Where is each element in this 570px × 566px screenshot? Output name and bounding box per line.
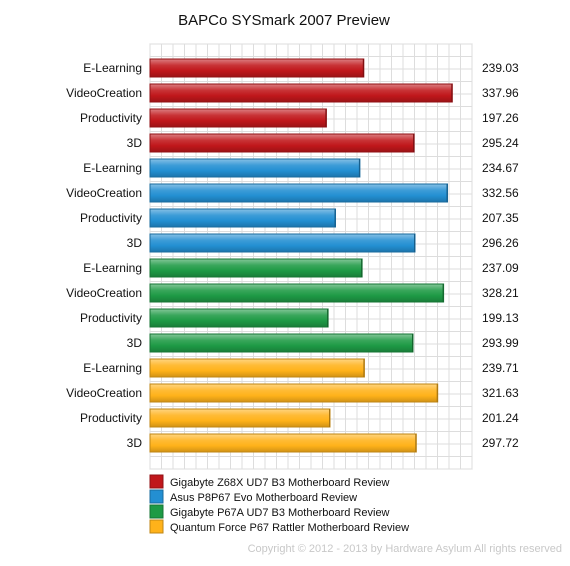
bar (149, 133, 415, 153)
bar-end-cap (413, 134, 415, 152)
value-label: 197.26 (482, 111, 519, 125)
category-label: E-Learning (83, 361, 142, 375)
category-label: Productivity (80, 111, 142, 125)
plot-area: E-Learning 239.03 VideoCreation 337.96 Produ… (66, 43, 519, 470)
bar-end-cap (436, 384, 438, 402)
chart-title: BAPCo SYSmark 2007 Preview (178, 12, 390, 29)
bar (149, 83, 453, 103)
category-label: E-Learning (83, 61, 142, 75)
bar-end-cap (325, 109, 327, 127)
legend-label: Asus P8P67 Evo Motherboard Review (170, 492, 357, 504)
category-label: 3D (127, 436, 143, 450)
value-label: 201.24 (482, 411, 519, 425)
bar-row: 3D 296.26 (127, 233, 519, 253)
bar-row: E-Learning 234.67 (83, 158, 519, 178)
value-label: 237.09 (482, 261, 519, 275)
bar (149, 58, 365, 78)
category-label: VideoCreation (66, 86, 142, 100)
bar-end-cap (442, 284, 444, 302)
bar-end-cap (327, 309, 329, 327)
value-label: 328.21 (482, 286, 519, 300)
legend-swatch (149, 504, 164, 519)
bar (149, 358, 365, 378)
legend-label: Gigabyte Z68X UD7 B3 Motherboard Review (170, 477, 390, 489)
category-label: VideoCreation (66, 386, 142, 400)
bar-row: VideoCreation 321.63 (66, 383, 519, 403)
copyright-text: Copyright © 2012 - 2013 by Hardware Asyl… (248, 543, 562, 555)
value-label: 296.26 (482, 236, 519, 250)
bar-row: Productivity 197.26 (80, 108, 519, 128)
bar-end-cap (414, 234, 415, 252)
bar-row: VideoCreation 328.21 (66, 283, 519, 303)
bar (149, 333, 414, 353)
legend-item: Gigabyte Z68X UD7 B3 Motherboard Review (149, 474, 390, 489)
category-label: VideoCreation (66, 186, 142, 200)
category-label: 3D (127, 236, 143, 250)
bar-row: VideoCreation 337.96 (66, 83, 519, 103)
bar (149, 108, 327, 128)
bar-row: 3D 295.24 (127, 133, 519, 153)
bar-row: 3D 297.72 (127, 433, 519, 453)
value-label: 332.56 (482, 186, 519, 200)
category-label: E-Learning (83, 261, 142, 275)
bar (149, 283, 445, 303)
bar-row: E-Learning 239.71 (83, 358, 519, 378)
value-label: 234.67 (482, 161, 519, 175)
bar-row: Productivity 207.35 (80, 208, 519, 228)
bar-end-cap (412, 334, 413, 352)
bars: E-Learning 239.03 VideoCreation 337.96 Produ… (66, 58, 519, 453)
category-label: E-Learning (83, 161, 142, 175)
bar-end-cap (361, 259, 363, 277)
bar-row: E-Learning 239.03 (83, 58, 519, 78)
bar-row: E-Learning 237.09 (83, 258, 519, 278)
bar (149, 233, 416, 253)
bar-end-cap (415, 434, 417, 452)
category-label: 3D (127, 136, 143, 150)
legend-item: Asus P8P67 Evo Motherboard Review (149, 489, 357, 504)
bar-end-cap (362, 59, 364, 77)
value-label: 337.96 (482, 86, 519, 100)
bar (149, 208, 336, 228)
bar (149, 158, 361, 178)
category-label: 3D (127, 336, 143, 350)
bar-end-cap (329, 409, 330, 427)
bar-end-cap (358, 159, 360, 177)
legend-label: Gigabyte P67A UD7 B3 Motherboard Review (170, 507, 390, 519)
bar (149, 308, 329, 328)
legend-swatch (149, 474, 164, 489)
bar-end-cap (363, 359, 365, 377)
bar (149, 408, 331, 428)
bar-row: 3D 293.99 (127, 333, 519, 353)
bar (149, 258, 363, 278)
legend-item: Gigabyte P67A UD7 B3 Motherboard Review (149, 504, 390, 519)
bar-row: VideoCreation 332.56 (66, 183, 519, 203)
category-label: Productivity (80, 211, 142, 225)
value-label: 207.35 (482, 211, 519, 225)
category-label: VideoCreation (66, 286, 142, 300)
legend: Gigabyte Z68X UD7 B3 Motherboard Review A… (149, 474, 409, 534)
legend-item: Quantum Force P67 Rattler Motherboard Re… (149, 519, 409, 534)
value-label: 199.13 (482, 311, 519, 325)
bar (149, 383, 439, 403)
bar (149, 183, 448, 203)
value-label: 297.72 (482, 436, 519, 450)
bar-end-cap (334, 209, 336, 227)
legend-label: Quantum Force P67 Rattler Motherboard Re… (170, 522, 409, 534)
bar-end-cap (446, 184, 448, 202)
bar-end-cap (451, 84, 453, 102)
category-label: Productivity (80, 311, 142, 325)
value-label: 239.03 (482, 61, 519, 75)
bar (149, 433, 417, 453)
bar-row: Productivity 199.13 (80, 308, 519, 328)
value-label: 295.24 (482, 136, 519, 150)
value-label: 239.71 (482, 361, 519, 375)
bar-row: Productivity 201.24 (80, 408, 519, 428)
legend-swatch (149, 489, 164, 504)
value-label: 321.63 (482, 386, 519, 400)
category-label: Productivity (80, 411, 142, 425)
value-label: 293.99 (482, 336, 519, 350)
legend-swatch (149, 519, 164, 534)
